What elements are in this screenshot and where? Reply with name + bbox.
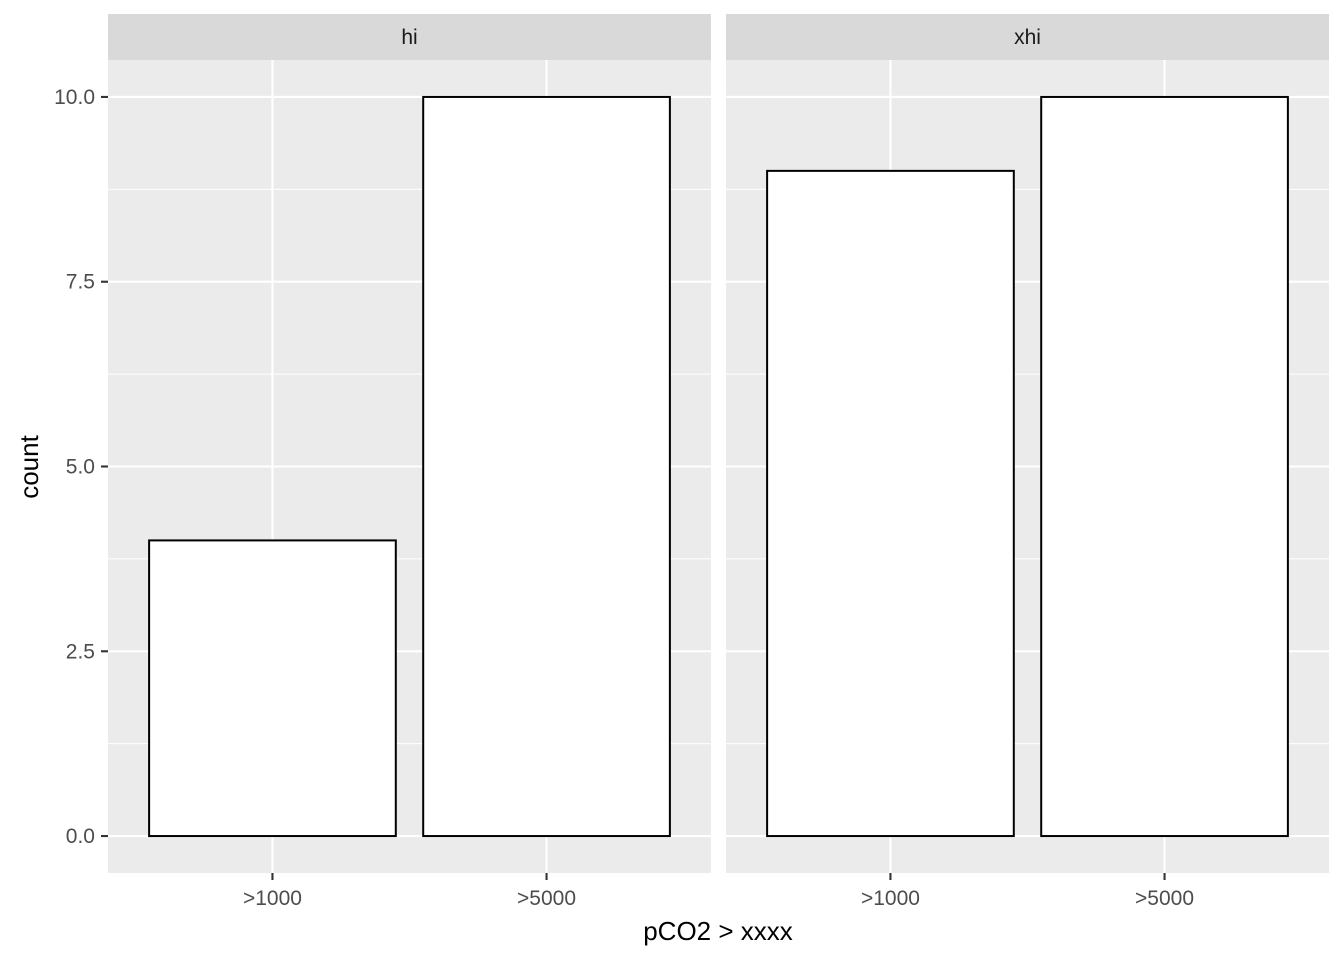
facet-strip-label: hi [401, 26, 417, 49]
x-tick-label: >5000 [1135, 887, 1194, 910]
bar-hi-1 [148, 539, 397, 838]
panel-hi: hi >1000 >5000 [108, 14, 711, 910]
bar-hi-2 [422, 95, 671, 838]
bar-xhi-2 [1040, 95, 1289, 838]
y-tick-label: 7.5 [66, 271, 95, 294]
bar-xhi-1 [766, 169, 1015, 838]
y-axis: 0.0 2.5 5.0 7.5 10.0 [54, 86, 108, 848]
x-tick-label: >1000 [243, 887, 302, 910]
facet-strip [726, 14, 1329, 60]
facet-strip-label: xhi [1014, 26, 1041, 49]
y-tick-label: 5.0 [66, 456, 95, 479]
y-axis-title: count [14, 434, 44, 498]
panels-layer: hi >1000 >5000 xhi >1000 >5000 [108, 14, 1329, 910]
y-tick-label: 10.0 [54, 86, 95, 109]
x-tick-label: >1000 [861, 887, 920, 910]
facet-strip [108, 14, 711, 60]
x-axis-title: pCO2 > xxxx [643, 916, 793, 946]
panel-xhi: xhi >1000 >5000 [726, 14, 1329, 910]
y-tick-label: 2.5 [66, 640, 95, 663]
x-tick-label: >5000 [517, 887, 576, 910]
y-tick-label: 0.0 [66, 825, 95, 848]
